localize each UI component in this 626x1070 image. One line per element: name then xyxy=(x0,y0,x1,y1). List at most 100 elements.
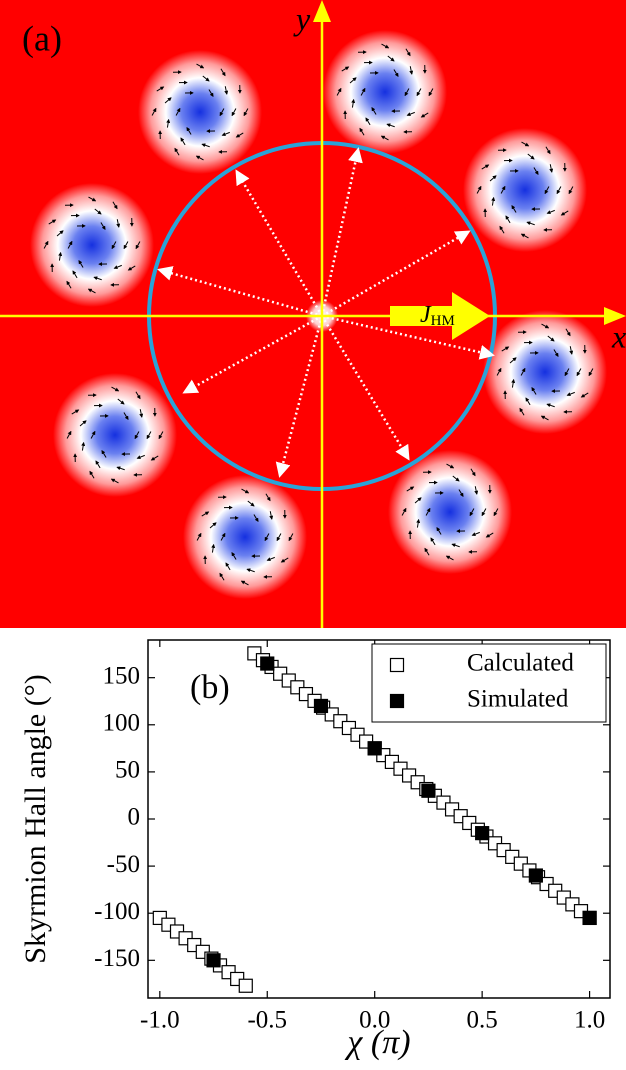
spin-arrow xyxy=(451,543,460,548)
spin-arrow xyxy=(365,117,371,126)
spin-arrow xyxy=(158,431,164,440)
panel-b: 150 100 50 0 -50 -100 -150 -1.0 -0.5 0.0 0.5 1.0 χ (… xyxy=(19,639,611,1061)
x-axis-label: x xyxy=(611,318,626,354)
direction-arrows xyxy=(157,147,495,478)
spin-arrow xyxy=(67,240,73,249)
spin-arrow xyxy=(117,398,125,405)
spin-arrow xyxy=(186,126,192,135)
spin-arrow xyxy=(225,562,231,571)
spin-arrow xyxy=(224,86,229,95)
data-point xyxy=(528,868,543,883)
spin-arrow xyxy=(393,69,399,78)
spin-arrow xyxy=(544,186,550,195)
spin-arrow xyxy=(420,112,429,118)
spin-arrow xyxy=(474,486,479,495)
spin-arrow xyxy=(470,468,476,477)
legend-label: Simulated xyxy=(467,686,569,713)
spin-arrow xyxy=(264,533,270,542)
spin-arrow xyxy=(150,455,159,461)
skyrmion xyxy=(138,50,262,174)
spin-arrow xyxy=(219,572,225,581)
spin-arrow xyxy=(241,488,250,494)
y-axis-title: Skyrmion Hall angle (°) xyxy=(19,674,52,963)
spin-arrow xyxy=(196,63,205,69)
spin-arrow xyxy=(476,185,482,194)
legend-label: Calculated xyxy=(467,650,574,677)
spin-arrow xyxy=(549,164,554,173)
spin-arrow xyxy=(280,557,289,563)
legend-box xyxy=(371,643,607,723)
spin-arrow xyxy=(546,403,555,408)
data-point xyxy=(421,783,436,798)
spin-arrow xyxy=(101,449,107,458)
spin-arrow xyxy=(209,522,217,529)
spin-arrow xyxy=(111,386,120,392)
spin-arrow xyxy=(135,391,141,400)
spin-arrow xyxy=(111,241,117,250)
spin-arrow xyxy=(481,164,490,170)
spin-arrow xyxy=(180,137,186,146)
x-tick-label: -1.0 xyxy=(140,1007,180,1034)
skyrmion xyxy=(323,30,447,154)
spin-arrow xyxy=(93,276,102,281)
spin-arrow xyxy=(112,201,118,210)
spin-arrow xyxy=(541,323,550,329)
spin-arrow xyxy=(95,460,101,469)
x-tick-label: 1.0 xyxy=(574,1007,605,1034)
spin-arrow xyxy=(424,547,430,556)
spin-arrow xyxy=(386,123,395,128)
data-point xyxy=(367,741,382,756)
spin-arrow xyxy=(123,241,129,250)
spin-arrow xyxy=(565,328,571,337)
skyrmion xyxy=(463,128,587,252)
spin-arrow xyxy=(79,420,87,427)
spin-arrow xyxy=(240,580,249,586)
spin-arrow xyxy=(211,543,216,553)
spin-arrow xyxy=(409,66,414,75)
spin-arrow xyxy=(266,556,275,562)
spin-arrow xyxy=(381,43,390,49)
spin-arrow xyxy=(113,264,122,270)
spin-arrow xyxy=(202,75,210,82)
spin-arrow xyxy=(71,409,80,415)
spin-arrow xyxy=(525,397,531,406)
skyrmion xyxy=(53,373,177,497)
spin-arrow xyxy=(276,533,282,542)
spin-arrow xyxy=(452,475,460,482)
y-tick-label: 0 xyxy=(128,804,141,831)
spin-arrow xyxy=(430,537,436,546)
spin-arrow xyxy=(116,219,121,228)
y-tick-label: -150 xyxy=(94,945,140,972)
skyrmion xyxy=(30,183,154,307)
y-tick-label: 50 xyxy=(115,757,140,784)
skyrmion xyxy=(483,310,607,434)
spin-arrow xyxy=(66,280,72,289)
spin-arrow xyxy=(511,204,517,213)
spin-arrow xyxy=(445,555,454,561)
spin-arrow xyxy=(406,486,415,492)
spin-arrow xyxy=(351,98,356,108)
data-point xyxy=(260,656,275,671)
y-arrowhead xyxy=(313,0,331,22)
spin-arrow xyxy=(269,511,274,520)
current-subscript: HM xyxy=(431,313,455,329)
spin-arrow xyxy=(520,233,529,239)
x-tick-label: 0.5 xyxy=(467,1007,498,1034)
current-label: JHM xyxy=(420,302,455,330)
spin-arrow xyxy=(405,48,411,57)
spin-arrow xyxy=(588,368,594,377)
spin-arrow xyxy=(519,407,525,416)
spin-arrow xyxy=(265,493,271,502)
spin-arrow xyxy=(416,518,421,528)
dotted-arrow xyxy=(321,230,471,318)
spin-arrow xyxy=(246,568,255,573)
spin-arrow xyxy=(136,454,145,460)
spin-arrow xyxy=(489,175,497,182)
spin-arrow xyxy=(235,132,244,138)
dotted-arrow xyxy=(157,266,323,318)
spin-arrow xyxy=(201,511,210,517)
spin-arrow xyxy=(90,430,96,439)
spin-arrow xyxy=(43,240,49,249)
